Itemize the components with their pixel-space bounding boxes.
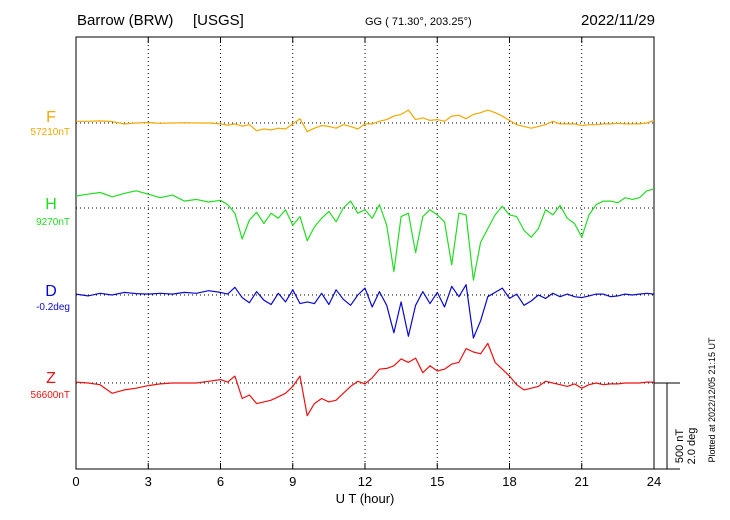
x-axis-label: U T (hour) (336, 491, 395, 506)
series-d-line (75, 284, 655, 339)
chart-coords-label: GG ( 71.30°, 203.25°) (365, 16, 472, 28)
series-z-baseline-value: 56600nT (31, 390, 70, 401)
grid-lines (147, 37, 583, 469)
series-d-label: D (45, 283, 57, 300)
series-z-label: Z (46, 370, 56, 387)
chart-source-label: [USGS] (193, 12, 244, 29)
x-tick-label: 15 (430, 474, 444, 489)
series-h-line (75, 188, 655, 281)
x-tick-label: 9 (289, 474, 296, 489)
series-layer (75, 109, 655, 417)
scale-label-nt: 500 nT (674, 429, 686, 464)
x-tick-label: 24 (647, 474, 661, 489)
series-f-line (76, 109, 655, 133)
series-h-label: H (45, 196, 57, 213)
series-f-label: F (46, 109, 56, 126)
x-tick-label: 6 (217, 474, 224, 489)
scale-label-deg: 2.0 deg (686, 428, 698, 465)
x-tick-label: 18 (502, 474, 516, 489)
x-tick-label: 0 (72, 474, 79, 489)
chart-station-title: Barrow (BRW) (77, 12, 173, 29)
series-d-baseline-value: -0.2deg (36, 302, 70, 313)
x-tick-label: 12 (358, 474, 372, 489)
x-tick-label: 21 (575, 474, 589, 489)
chart-date-label: 2022/11/29 (581, 12, 655, 29)
plotted-note: Plotted at 2022/12/05 21:15 UT (707, 337, 717, 463)
series-z-line (75, 342, 654, 417)
series-h-baseline-value: 9270nT (36, 217, 70, 228)
x-axis-ticks: 0 3 6 9 12 15 18 21 24 (72, 37, 661, 489)
series-f-baseline-value: 57210nT (31, 127, 70, 138)
x-tick-label: 3 (145, 474, 152, 489)
